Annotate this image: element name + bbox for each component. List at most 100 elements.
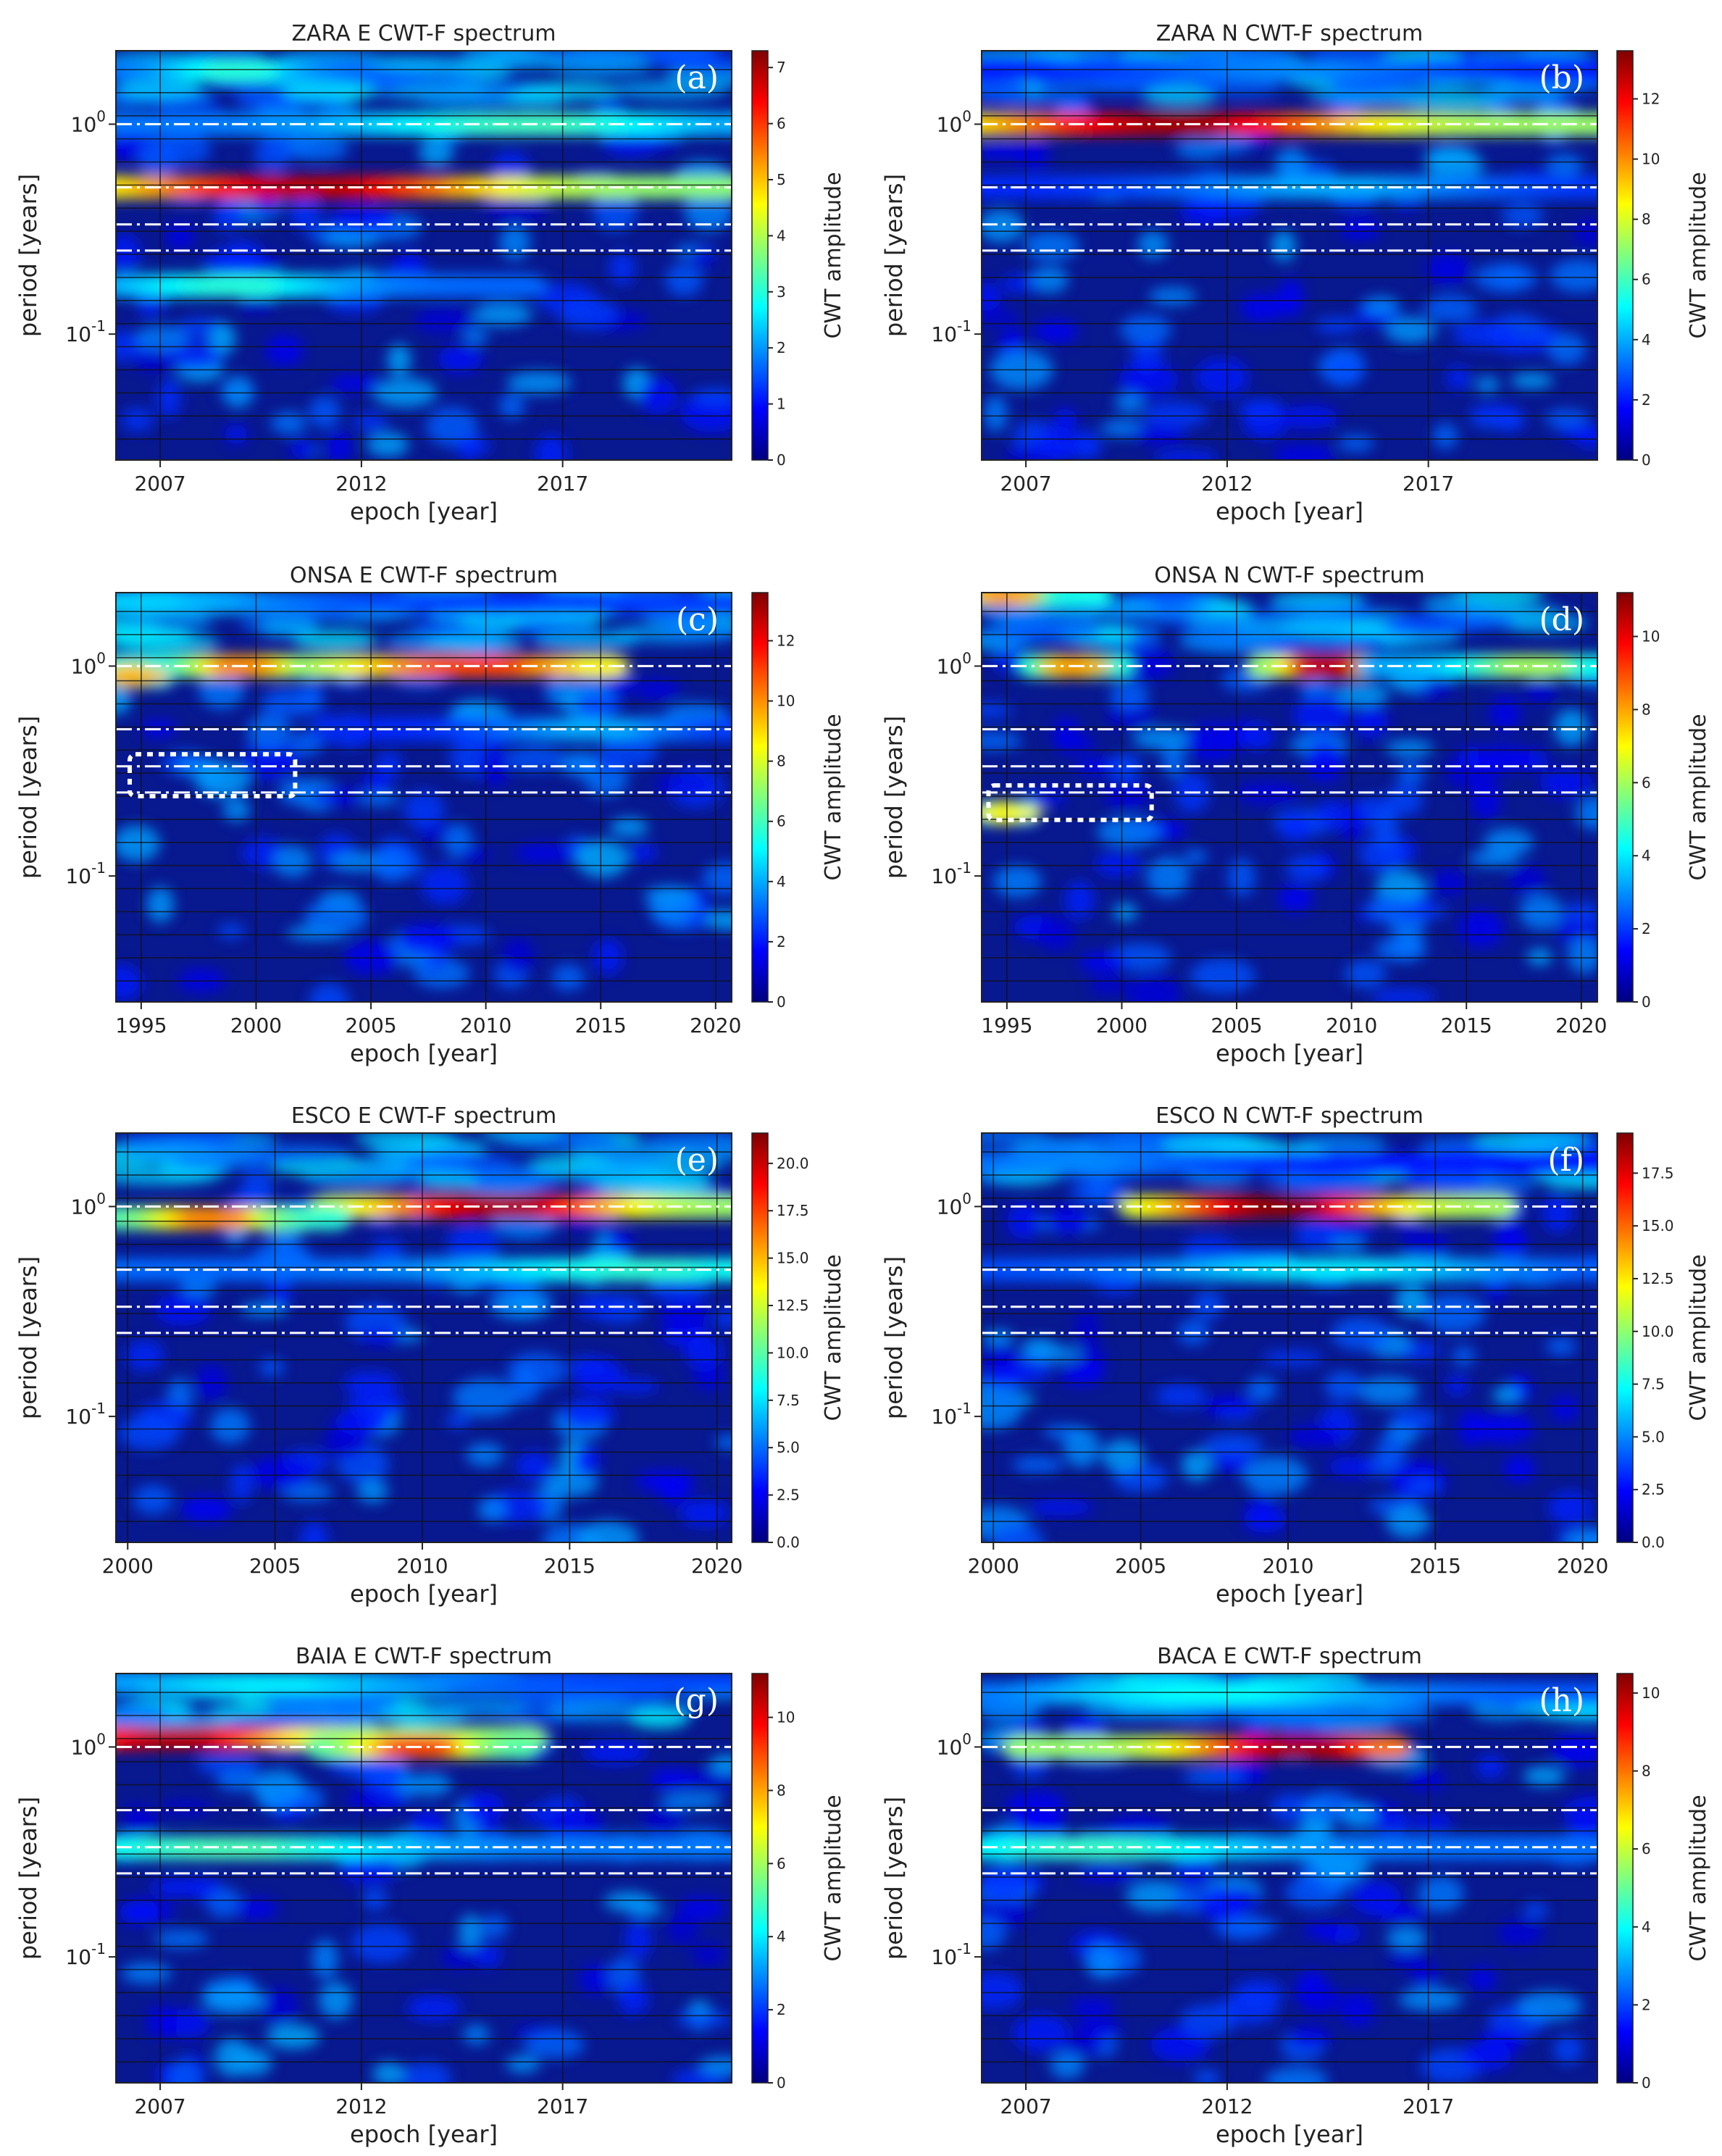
texture-blob <box>504 87 569 108</box>
colorbar-tick-label: 4 <box>777 1928 786 1945</box>
colorbar-tick-label: 0 <box>777 2074 786 2092</box>
texture-blob <box>1547 1491 1594 1525</box>
colorbar-tick-label: 7.5 <box>1642 1376 1665 1393</box>
texture-blob <box>1161 743 1186 778</box>
texture-blob <box>592 938 624 975</box>
x-tick-label: 2005 <box>1115 1554 1166 1578</box>
texture-blob <box>1508 864 1546 895</box>
x-axis-label: epoch [year] <box>350 1040 498 1067</box>
texture-blob <box>201 1986 266 2015</box>
heatmap-layer <box>116 51 732 460</box>
colorbar-label: CWT amplitude <box>821 714 846 880</box>
texture-blob <box>1461 2042 1513 2071</box>
texture-blob <box>643 1803 685 1836</box>
colorbar-tick-label: 12 <box>1642 90 1660 107</box>
texture-blob <box>617 1981 649 2016</box>
texture-blob <box>501 937 535 974</box>
feature-peak <box>385 1739 459 1755</box>
texture-blob <box>1061 2036 1105 2056</box>
highlight-box <box>128 752 298 798</box>
texture-blob <box>1137 230 1169 259</box>
x-tick-label: 2000 <box>102 1554 154 1578</box>
x-tick-label: 2012 <box>335 472 387 496</box>
texture-blob <box>1446 365 1471 390</box>
colorbar-tick-label: 10 <box>777 1709 795 1726</box>
texture-blob <box>1192 2069 1221 2083</box>
x-tick-label: 2005 <box>1211 1014 1262 1037</box>
texture-blob <box>304 898 369 935</box>
texture-blob <box>1053 734 1096 753</box>
colorbar-tick-label: 17.5 <box>1642 1164 1674 1182</box>
colorbar-tick-label: 5.0 <box>777 1439 800 1456</box>
texture-blob <box>462 51 532 64</box>
texture-blob <box>477 1497 506 1522</box>
texture-blob <box>558 298 619 330</box>
colorbar-tick-label: 12.5 <box>1642 1270 1674 1287</box>
x-axis-label: epoch [year] <box>1216 2121 1363 2148</box>
texture-blob <box>660 1792 722 1810</box>
panel-h: BACA E CWT-F spectrum (h) 2007 2012 2017 epoc… <box>880 1644 1711 2148</box>
texture-blob <box>1153 450 1219 460</box>
heatmap-layer <box>982 1674 1597 2083</box>
texture-blob <box>1372 809 1399 850</box>
texture-blob <box>116 825 161 862</box>
texture-blob <box>258 617 317 638</box>
texture-blob <box>134 325 188 353</box>
feature-peak <box>1045 1156 1119 1172</box>
colorbar-tick-label: 17.5 <box>777 1202 809 1219</box>
texture-blob <box>1311 1858 1371 1879</box>
colorbar-label: CWT amplitude <box>821 1254 846 1421</box>
texture-blob <box>125 1340 164 1371</box>
texture-blob <box>266 2024 320 2050</box>
y-tick-label: 100 <box>71 1190 106 1219</box>
texture-blob <box>194 761 251 798</box>
texture-blob <box>626 1898 663 1918</box>
feature-peak <box>116 595 178 611</box>
texture-blob <box>1277 1174 1386 1195</box>
panels: ZARA E CWT-F spectrum(a)2007 2012 2017epoc… <box>14 21 1711 2148</box>
feature-band <box>1562 1681 1597 1705</box>
x-axis-label: epoch [year] <box>350 1580 498 1608</box>
texture-blob <box>993 865 1042 898</box>
texture-blob <box>1119 362 1179 397</box>
texture-blob <box>983 395 1008 433</box>
x-axis-label: epoch [year] <box>1216 498 1363 525</box>
texture-blob <box>121 1962 172 1984</box>
texture-blob <box>1096 817 1161 848</box>
heatmap-layer <box>116 1674 732 2083</box>
texture-blob <box>300 1521 329 1542</box>
x-tick-label: 2015 <box>544 1554 595 1578</box>
texture-blob <box>133 1484 173 1515</box>
texture-blob <box>1551 1734 1597 1767</box>
texture-blob <box>1554 709 1589 747</box>
texture-blob <box>212 201 243 232</box>
texture-blob <box>1546 1337 1576 1356</box>
texture-blob <box>403 1151 514 1172</box>
texture-blob <box>1395 1284 1429 1317</box>
texture-blob <box>1303 1921 1339 1938</box>
colorbar <box>1616 1132 1634 1543</box>
texture-blob <box>116 1703 169 1724</box>
texture-blob <box>609 251 636 285</box>
texture-blob <box>982 732 1022 751</box>
texture-blob <box>358 1329 402 1346</box>
colorbar-tick-label: 0 <box>777 993 786 1011</box>
y-tick-label: 10-1 <box>931 1940 971 1969</box>
texture-blob <box>372 847 409 882</box>
texture-blob <box>561 51 645 66</box>
texture-blob <box>1274 147 1308 180</box>
texture-blob <box>1431 869 1468 896</box>
colorbar-tick-label: 15.0 <box>1642 1217 1674 1234</box>
texture-blob <box>1389 903 1448 919</box>
colorbar-tick-label: 2 <box>777 339 786 356</box>
x-tick-label: 2007 <box>134 472 185 496</box>
texture-blob <box>246 713 291 751</box>
feature-band <box>1471 1195 1518 1219</box>
colorbar-tick-label: 6 <box>777 813 786 830</box>
texture-blob <box>573 1445 601 1476</box>
texture-blob <box>288 438 317 460</box>
texture-blob <box>234 89 297 110</box>
x-tick-label: 2012 <box>1201 2094 1253 2118</box>
heatmap-layer <box>116 1133 732 1542</box>
texture-blob <box>629 1708 689 1729</box>
